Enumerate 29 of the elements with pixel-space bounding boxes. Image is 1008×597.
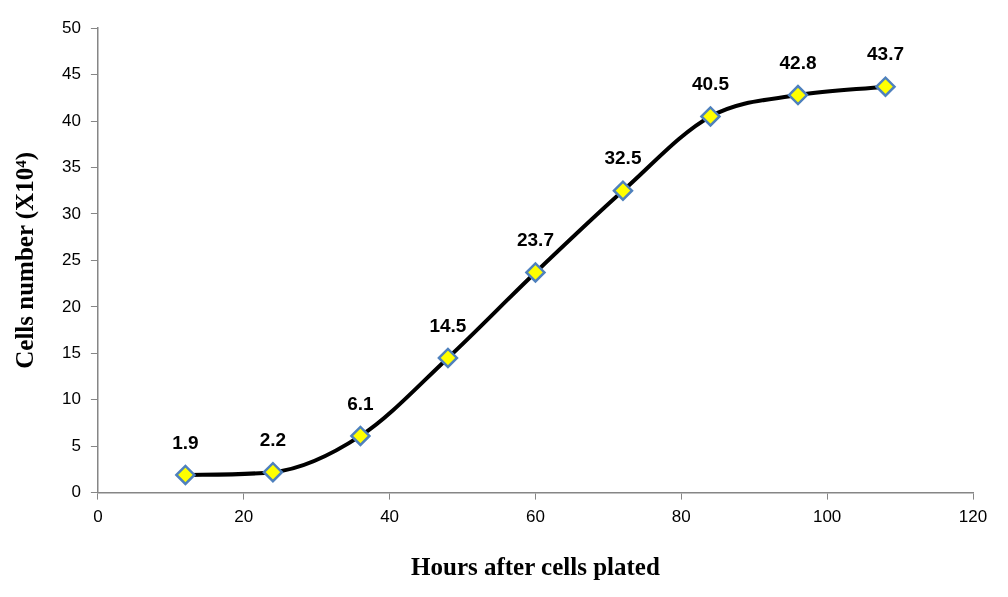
y-tick-label: 15 (61, 342, 81, 362)
y-tick-label: 0 (71, 482, 81, 502)
y-tick-label: 45 (61, 64, 81, 84)
x-tick-label: 120 (958, 507, 988, 527)
data-label: 23.7 (516, 229, 554, 251)
x-tick-label: 100 (812, 507, 842, 527)
x-tick-label: 40 (380, 507, 400, 527)
y-tick-label: 20 (61, 296, 81, 316)
y-tick-label: 40 (61, 110, 81, 130)
x-tick-label: 60 (525, 507, 545, 527)
data-label: 42.8 (779, 51, 817, 73)
y-tick-label: 30 (61, 203, 81, 223)
data-label: 2.2 (259, 428, 287, 450)
y-tick-label: 35 (61, 157, 81, 177)
data-label: 32.5 (604, 147, 642, 169)
y-axis-title: Cells number (X10⁴) (11, 152, 40, 369)
data-label: 6.1 (347, 392, 375, 414)
y-tick-label: 25 (61, 250, 81, 270)
x-axis-title: Hours after cells plated (411, 553, 660, 581)
x-tick-label: 20 (234, 507, 254, 527)
x-tick-label: 0 (93, 507, 103, 527)
data-label: 43.7 (867, 43, 904, 65)
x-tick-label: 80 (671, 507, 691, 527)
data-label: 1.9 (172, 431, 199, 453)
y-tick-label: 10 (61, 389, 81, 409)
data-label: 40.5 (691, 73, 730, 95)
y-tick-label: 50 (61, 17, 81, 37)
y-tick-label: 5 (71, 435, 81, 455)
data-label: 14.5 (429, 314, 467, 336)
